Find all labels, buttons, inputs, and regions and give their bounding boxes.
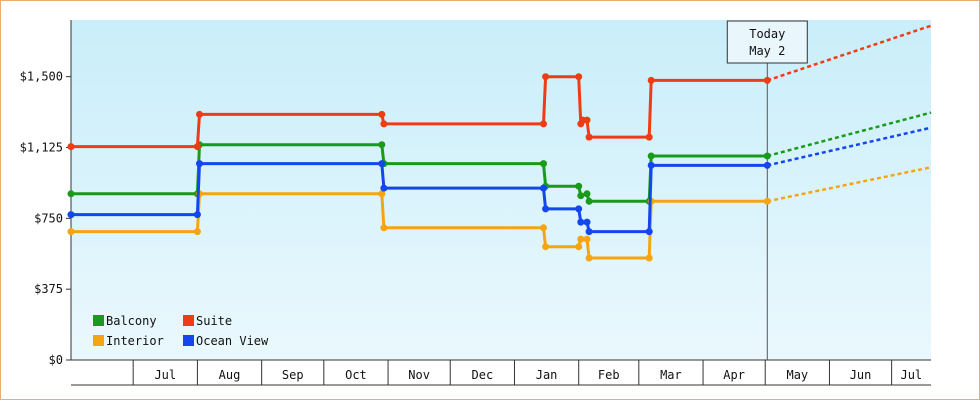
y-axis: $0 $375 $750 $1,125 $1,500 [20, 20, 72, 367]
series-suite [67, 24, 932, 151]
data-point [380, 184, 388, 192]
month-label: Jul [154, 368, 176, 382]
today-box-frame [726, 20, 808, 64]
data-point [193, 228, 201, 236]
legend-swatch-suite [183, 315, 194, 326]
legend-swatch-ocean-view [183, 335, 194, 346]
data-point [67, 190, 75, 198]
data-point [583, 116, 591, 124]
data-point [647, 76, 655, 84]
data-point [575, 182, 583, 190]
data-point [542, 243, 550, 251]
data-point [763, 161, 771, 169]
data-point [378, 190, 386, 198]
data-point [193, 143, 201, 151]
data-point [575, 73, 583, 81]
data-point [645, 133, 653, 141]
month-label: Dec [472, 368, 494, 382]
series-line-interior [71, 192, 768, 260]
data-point [583, 235, 591, 243]
data-point [575, 205, 583, 213]
data-point [645, 228, 653, 236]
forecast-line-balcony [766, 111, 932, 158]
data-point [577, 218, 585, 226]
legend-label-ocean-view: Ocean View [196, 334, 269, 348]
month-label: Feb [598, 368, 620, 382]
legend-swatch-interior [93, 335, 104, 346]
y-tick-label: $1,500 [20, 70, 63, 84]
series-ocean-view [67, 126, 932, 236]
month-label: Oct [345, 368, 367, 382]
month-label: Jan [536, 368, 558, 382]
data-point [196, 160, 203, 168]
legend-label-interior: Interior [106, 334, 164, 348]
legend-label-suite: Suite [196, 314, 232, 328]
x-axis: Jul Aug Sep Oct Nov Dec Jan Feb Mar Apr May Jun Jul [71, 359, 931, 386]
data-point [378, 160, 386, 168]
data-point [193, 211, 201, 219]
series-line-ocean-view [71, 162, 768, 234]
data-point [645, 254, 653, 262]
plot-background [71, 20, 931, 360]
data-point [577, 235, 585, 243]
legend-label-balcony: Balcony [106, 314, 157, 328]
series-layer [67, 24, 932, 262]
data-point [585, 133, 593, 141]
month-label: Jun [850, 368, 872, 382]
data-point [540, 160, 547, 168]
data-point [196, 110, 203, 118]
data-point [575, 243, 583, 251]
legend-swatch-balcony [93, 315, 104, 326]
legend: Balcony Suite Interior Ocean View [93, 314, 269, 348]
month-label: Mar [660, 368, 682, 382]
data-point [540, 120, 547, 128]
data-point [380, 224, 388, 232]
data-point [763, 197, 771, 205]
today-date: May 2 [749, 44, 785, 58]
series-line-balcony [71, 143, 768, 203]
y-tick-label: $750 [34, 211, 63, 225]
month-label: Aug [219, 368, 241, 382]
today-box: Today May 2 [726, 20, 808, 64]
data-point [583, 190, 591, 198]
month-label: Apr [723, 368, 745, 382]
month-label: Nov [408, 368, 430, 382]
y-tick-label: $375 [34, 282, 63, 296]
data-point [763, 76, 771, 84]
data-point [585, 254, 593, 262]
forecast-line-suite [766, 24, 932, 82]
data-point [380, 120, 388, 128]
data-point [577, 192, 585, 200]
data-point [542, 73, 550, 81]
data-point [67, 228, 75, 236]
data-point [583, 218, 591, 226]
data-point [67, 143, 75, 151]
data-point [67, 211, 75, 219]
data-point [647, 152, 655, 160]
data-point [542, 205, 550, 213]
data-point [378, 110, 386, 118]
data-point [585, 197, 593, 205]
data-point [540, 224, 547, 232]
data-point [763, 152, 771, 160]
data-point [378, 141, 386, 149]
data-point [585, 228, 593, 236]
y-tick-label: $1,125 [20, 141, 63, 155]
month-label: Sep [282, 368, 304, 382]
data-point [540, 184, 547, 192]
y-tick-label: $0 [49, 353, 63, 367]
month-label: May [786, 368, 808, 382]
data-point [647, 161, 655, 169]
today-label: Today [749, 27, 785, 41]
month-label: Jul [900, 368, 922, 382]
today-marker: Today May 2 [726, 20, 808, 360]
